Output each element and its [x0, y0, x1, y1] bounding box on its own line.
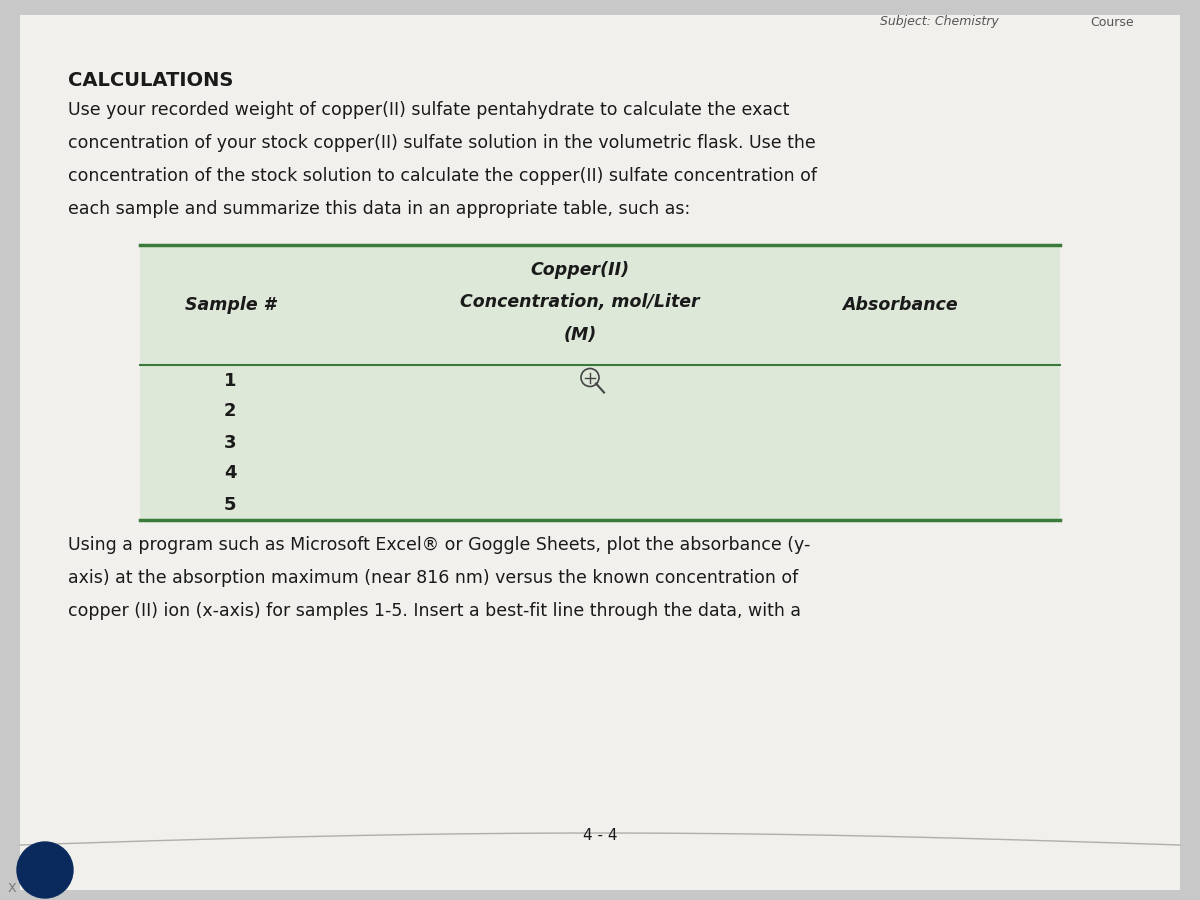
Text: axis) at the absorption maximum (near 816 nm) versus the known concentration of: axis) at the absorption maximum (near 81… [68, 569, 798, 587]
Text: Absorbance: Absorbance [842, 296, 958, 314]
Text: Use your recorded weight of copper(II) sulfate pentahydrate to calculate the exa: Use your recorded weight of copper(II) s… [68, 101, 790, 119]
Text: Sample #: Sample # [185, 296, 275, 314]
Text: Subject: Chemistry: Subject: Chemistry [880, 15, 998, 29]
Text: Course: Course [1090, 15, 1134, 29]
Text: CALCULATIONS: CALCULATIONS [68, 70, 233, 89]
Text: concentration of the stock solution to calculate the copper(II) sulfate concentr: concentration of the stock solution to c… [68, 167, 817, 185]
Text: concentration of your stock copper(II) sulfate solution in the volumetric flask.: concentration of your stock copper(II) s… [68, 134, 816, 152]
Text: 4: 4 [223, 464, 236, 482]
Text: each sample and summarize this data in an appropriate table, such as:: each sample and summarize this data in a… [68, 200, 690, 218]
Text: 4 - 4: 4 - 4 [583, 827, 617, 842]
Text: X: X [7, 881, 17, 895]
Bar [140, 245, 1060, 520]
Text: copper (II) ion (x-axis) for samples 1-5. Insert a best-fit line through the dat: copper (II) ion (x-axis) for samples 1-5… [68, 602, 802, 620]
Text: Copper(II): Copper(II) [530, 261, 630, 279]
Text: 1: 1 [223, 372, 236, 390]
Text: 5: 5 [223, 496, 236, 514]
Text: (M): (M) [563, 326, 596, 344]
Circle shape [17, 842, 73, 898]
Text: 3: 3 [223, 434, 236, 452]
FancyBboxPatch shape [20, 15, 1180, 890]
Text: Using a program such as Microsoft Excel® or Goggle Sheets, plot the absorbance (: Using a program such as Microsoft Excel®… [68, 536, 810, 554]
Text: Concentration, mol/Liter: Concentration, mol/Liter [460, 293, 700, 311]
Text: 2: 2 [223, 402, 236, 420]
